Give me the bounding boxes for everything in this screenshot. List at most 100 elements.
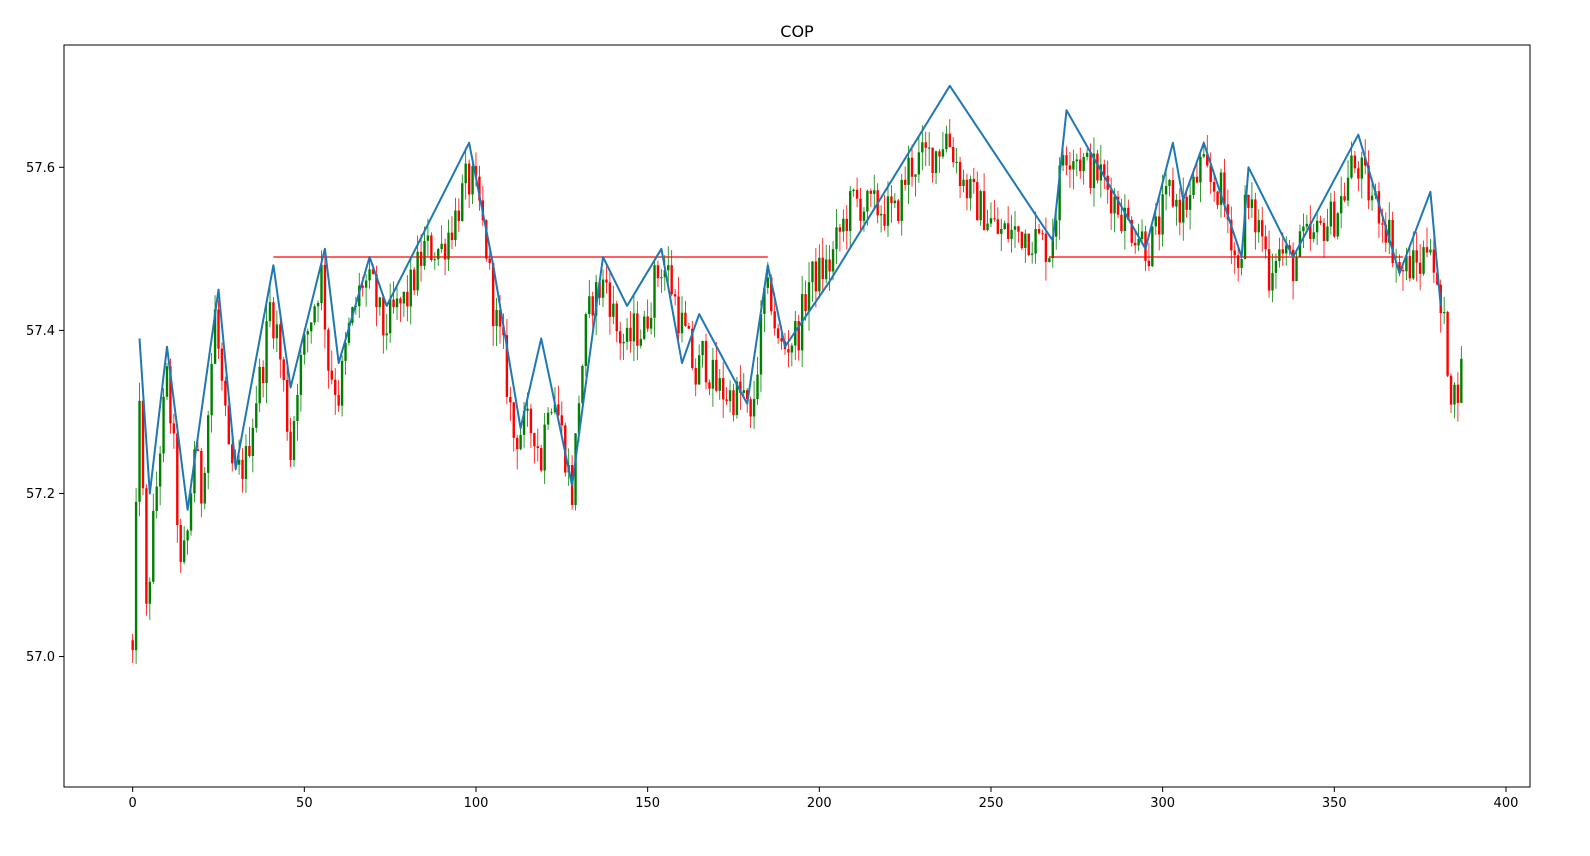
candle-body bbox=[1003, 223, 1006, 229]
candle bbox=[835, 209, 838, 265]
candle bbox=[251, 418, 255, 473]
candle-body bbox=[134, 501, 138, 651]
candle bbox=[684, 300, 687, 327]
candle bbox=[897, 198, 900, 224]
candle-body bbox=[1223, 172, 1226, 205]
candle-body bbox=[907, 157, 910, 185]
candle bbox=[855, 177, 859, 208]
candle-body bbox=[1370, 195, 1374, 201]
candle bbox=[938, 149, 941, 173]
candle-body bbox=[1182, 196, 1185, 223]
candle bbox=[1006, 206, 1010, 243]
candle-body bbox=[660, 277, 663, 279]
candle-body bbox=[1285, 245, 1288, 254]
candle-body bbox=[1195, 176, 1199, 183]
candle-body bbox=[392, 299, 395, 308]
candle-body bbox=[629, 327, 632, 342]
candle-body bbox=[701, 340, 704, 356]
candle bbox=[1085, 148, 1089, 161]
candle-body bbox=[1429, 249, 1432, 253]
candle-body bbox=[540, 448, 543, 471]
candle bbox=[660, 269, 663, 293]
candle bbox=[272, 297, 275, 350]
candle bbox=[1446, 310, 1449, 378]
candle bbox=[1346, 160, 1350, 207]
candle bbox=[1333, 190, 1336, 239]
candle-body bbox=[1449, 375, 1453, 405]
candle bbox=[862, 207, 866, 232]
candle bbox=[574, 433, 577, 511]
candle bbox=[1391, 211, 1394, 268]
candle-body bbox=[1048, 258, 1051, 262]
candle bbox=[1048, 256, 1051, 263]
candle-body bbox=[515, 437, 519, 450]
candle bbox=[467, 159, 471, 209]
candle bbox=[1261, 207, 1264, 252]
candle bbox=[687, 322, 691, 329]
candle bbox=[155, 471, 158, 519]
candle-body bbox=[402, 291, 406, 304]
candle bbox=[790, 343, 794, 367]
candle-body bbox=[1271, 272, 1274, 291]
candle-body bbox=[306, 331, 309, 335]
candle-body bbox=[279, 324, 282, 360]
candle bbox=[694, 358, 697, 397]
candle-body bbox=[1230, 219, 1233, 251]
candle-body bbox=[804, 294, 807, 312]
candle-body bbox=[663, 270, 667, 278]
candle bbox=[1130, 216, 1133, 247]
candle bbox=[749, 396, 752, 429]
candle-body bbox=[958, 161, 962, 186]
candle-body bbox=[715, 359, 718, 391]
candle-body bbox=[289, 431, 292, 460]
candle bbox=[831, 241, 835, 281]
candle-body bbox=[1010, 229, 1013, 239]
candle-body bbox=[1140, 231, 1144, 240]
candle bbox=[248, 427, 251, 458]
candle bbox=[612, 285, 615, 325]
candle-body bbox=[1027, 233, 1030, 255]
candle bbox=[1360, 151, 1363, 199]
candle-body bbox=[934, 151, 938, 173]
candle-body bbox=[869, 190, 873, 194]
candle bbox=[1068, 151, 1072, 188]
candle-body bbox=[141, 400, 145, 489]
candle bbox=[1161, 174, 1164, 247]
candle bbox=[1449, 373, 1453, 414]
x-tick-label: 0 bbox=[129, 796, 137, 811]
candle-body bbox=[776, 328, 780, 339]
candle bbox=[691, 320, 694, 371]
x-tick-label: 150 bbox=[635, 796, 660, 811]
candle-body bbox=[612, 303, 615, 317]
candle-body bbox=[945, 133, 948, 150]
candle-body bbox=[1075, 159, 1079, 162]
candle-body bbox=[653, 265, 656, 318]
candle-body bbox=[900, 179, 903, 221]
candle-body bbox=[1388, 219, 1391, 243]
candle-body bbox=[618, 331, 622, 344]
candle bbox=[1013, 211, 1017, 248]
x-tick-label: 50 bbox=[296, 796, 313, 811]
candle-body bbox=[1037, 228, 1041, 234]
candle bbox=[1460, 345, 1463, 404]
candle-body bbox=[169, 366, 172, 424]
candle bbox=[515, 434, 519, 470]
candle-body bbox=[921, 142, 924, 153]
candle bbox=[1329, 192, 1333, 235]
candle-body bbox=[155, 486, 158, 511]
candle bbox=[1075, 153, 1079, 177]
candle-body bbox=[1175, 199, 1178, 207]
candle-body bbox=[1089, 152, 1092, 188]
candle-body bbox=[474, 166, 478, 177]
candle-body bbox=[426, 235, 430, 241]
candle-body bbox=[200, 450, 203, 504]
x-tick-label: 250 bbox=[979, 796, 1004, 811]
candle bbox=[1339, 176, 1343, 229]
candle bbox=[739, 365, 742, 410]
candle bbox=[244, 434, 248, 494]
candle bbox=[285, 366, 289, 441]
candle bbox=[134, 487, 138, 664]
candle bbox=[715, 341, 718, 393]
candle-body bbox=[546, 412, 550, 425]
candle-body bbox=[746, 390, 749, 400]
